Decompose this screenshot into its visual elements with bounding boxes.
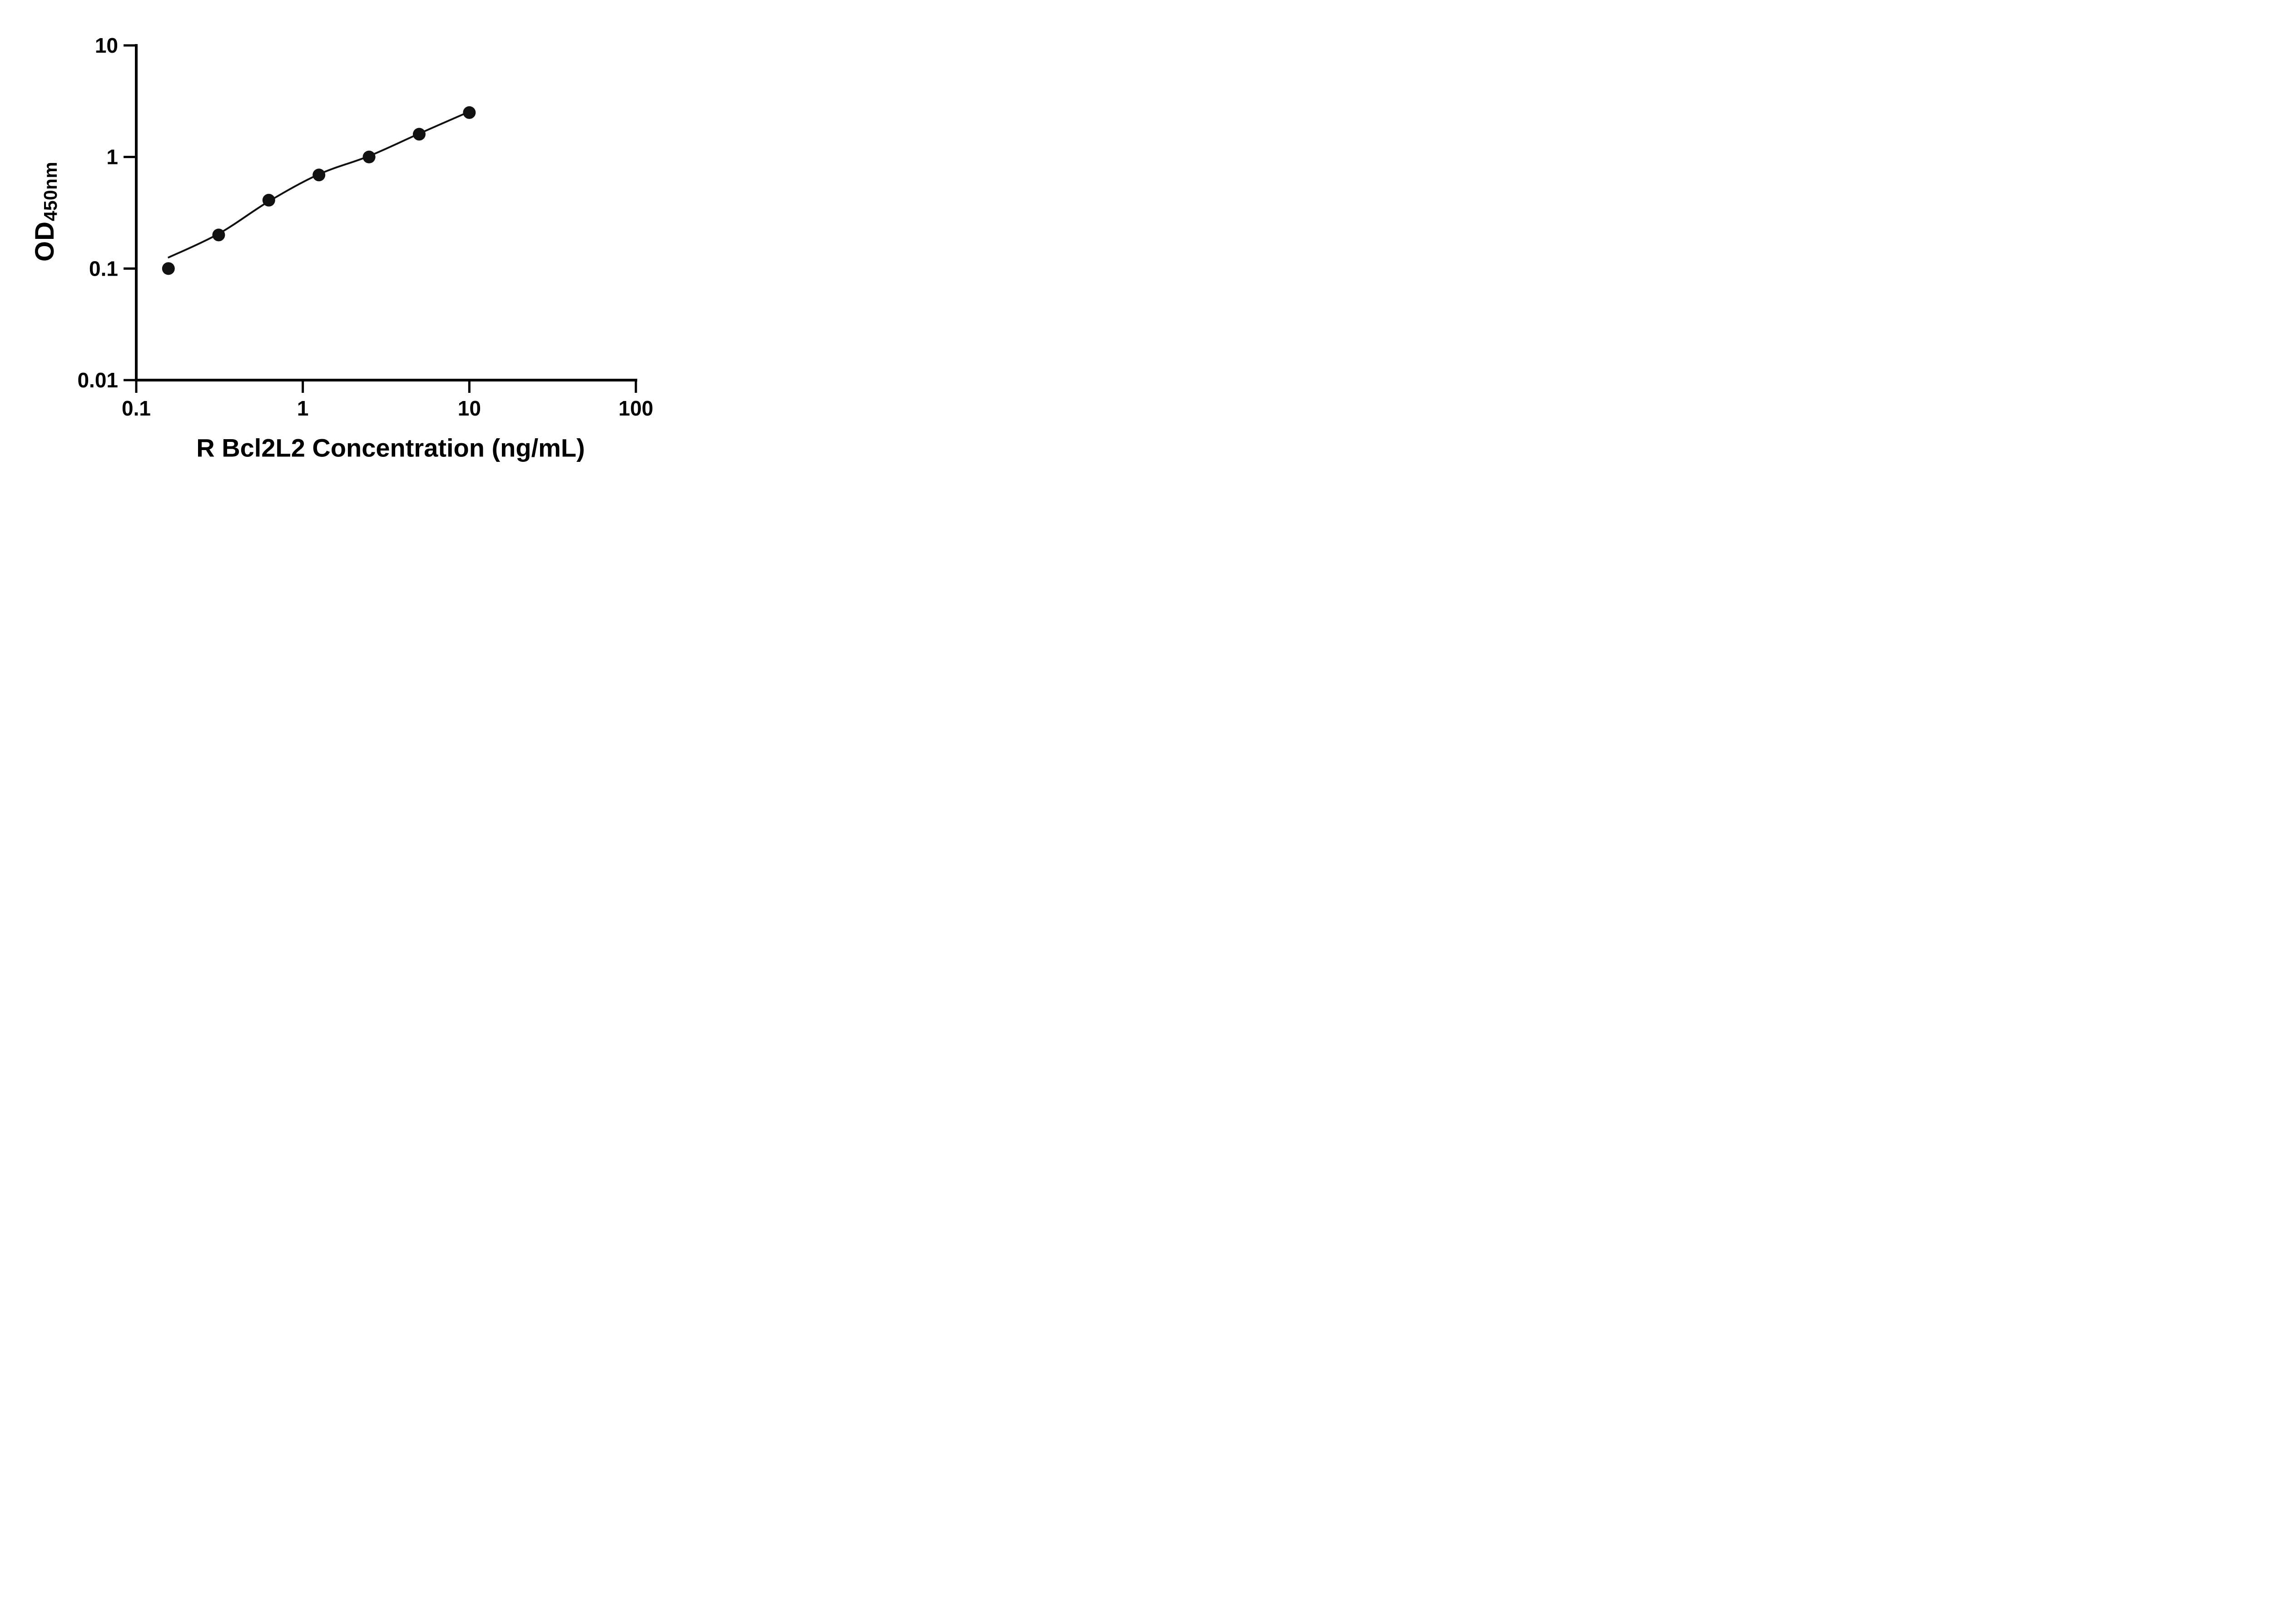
data-point: [262, 193, 275, 207]
x-tick-label: 1: [297, 396, 309, 420]
y-axis-title-main: OD: [30, 221, 60, 262]
y-axis-title-sub: 450nm: [40, 161, 61, 222]
y-tick-label: 10: [95, 34, 118, 57]
data-point: [312, 168, 326, 182]
y-tick-label: 0.1: [89, 257, 118, 280]
chart-canvas: 0.1 1 10 100 0.01 0.1 1 10 OD450nm R Bcl2L2 Con…: [0, 0, 700, 487]
y-tick-label: 1: [106, 145, 118, 169]
x-tick-label: 0.1: [122, 396, 151, 420]
data-point: [412, 128, 426, 141]
x-axis-title: R Bcl2L2 Concentration (ng/mL): [196, 433, 585, 462]
data-point: [463, 106, 476, 119]
y-axis-title: OD450nm: [30, 162, 61, 262]
x-tick-label: 100: [619, 396, 654, 420]
y-tick-label: 0.01: [77, 368, 118, 392]
data-point: [362, 150, 376, 163]
x-tick-label: 10: [458, 396, 481, 420]
data-point: [212, 228, 225, 242]
data-point: [162, 262, 175, 275]
